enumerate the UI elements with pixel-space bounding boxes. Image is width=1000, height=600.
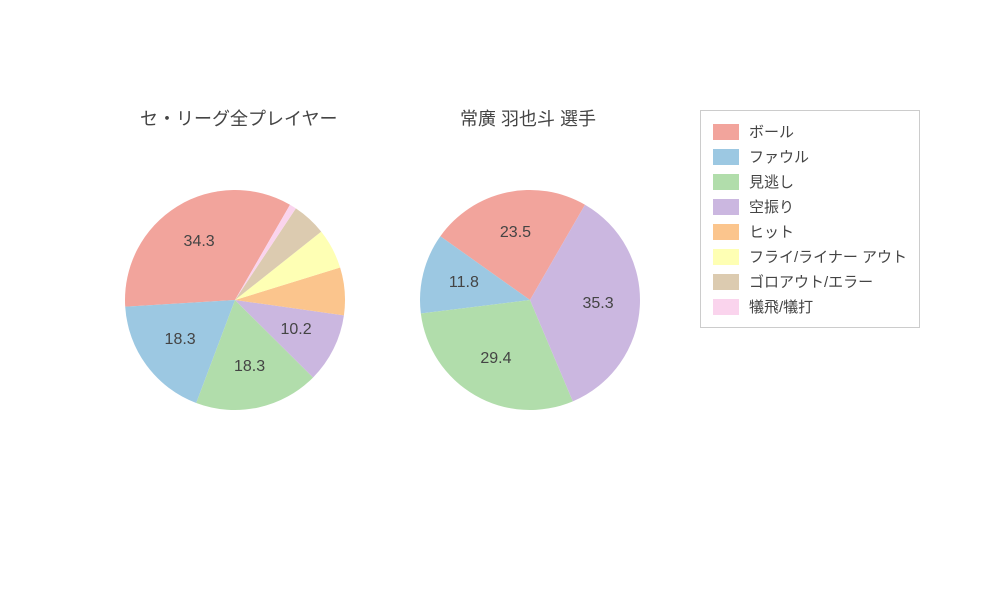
legend-swatch-flyliner bbox=[713, 249, 739, 265]
legend-item-hit: ヒット bbox=[713, 219, 907, 244]
pie2-title: 常廣 羽也斗 選手 bbox=[460, 105, 596, 131]
chart-container: { "background_color": "#ffffff", "text_c… bbox=[0, 0, 1000, 600]
slice-label-swing: 10.2 bbox=[281, 321, 312, 339]
legend-item-ball: ボール bbox=[713, 119, 907, 144]
slice-label-ball: 34.3 bbox=[184, 233, 215, 251]
slice-label-foul: 18.3 bbox=[165, 331, 196, 349]
pie1-svg bbox=[123, 188, 347, 412]
legend-item-groundout: ゴロアウト/エラー bbox=[713, 269, 907, 294]
legend-swatch-foul bbox=[713, 149, 739, 165]
legend-swatch-swing bbox=[713, 199, 739, 215]
legend-item-looking: 見逃し bbox=[713, 169, 907, 194]
legend-label-looking: 見逃し bbox=[749, 171, 794, 192]
slice-label-ball: 23.5 bbox=[500, 224, 531, 242]
legend-label-ball: ボール bbox=[749, 121, 794, 142]
legend-swatch-ball bbox=[713, 124, 739, 140]
slice-label-looking: 18.3 bbox=[234, 358, 265, 376]
legend: ボールファウル見逃し空振りヒットフライ/ライナー アウトゴロアウト/エラー犠飛/… bbox=[700, 110, 920, 328]
pie1-title: セ・リーグ全プレイヤー bbox=[140, 105, 337, 131]
legend-item-flyliner: フライ/ライナー アウト bbox=[713, 244, 907, 269]
legend-item-sac: 犠飛/犠打 bbox=[713, 294, 907, 319]
slice-label-swing: 35.3 bbox=[582, 295, 613, 313]
legend-item-swing: 空振り bbox=[713, 194, 907, 219]
legend-swatch-hit bbox=[713, 224, 739, 240]
legend-swatch-groundout bbox=[713, 274, 739, 290]
legend-label-swing: 空振り bbox=[749, 196, 794, 217]
legend-swatch-sac bbox=[713, 299, 739, 315]
legend-label-hit: ヒット bbox=[749, 221, 794, 242]
legend-label-foul: ファウル bbox=[749, 146, 809, 167]
slice-label-foul: 11.8 bbox=[449, 274, 479, 292]
legend-swatch-looking bbox=[713, 174, 739, 190]
legend-label-sac: 犠飛/犠打 bbox=[749, 296, 813, 317]
legend-label-flyliner: フライ/ライナー アウト bbox=[749, 246, 907, 267]
legend-item-foul: ファウル bbox=[713, 144, 907, 169]
slice-label-looking: 29.4 bbox=[480, 350, 511, 368]
legend-label-groundout: ゴロアウト/エラー bbox=[749, 271, 873, 292]
